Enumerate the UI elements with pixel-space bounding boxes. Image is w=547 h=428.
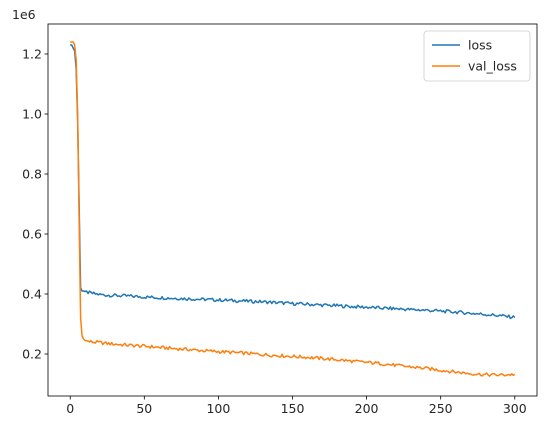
y-tick-label: 0.4 — [22, 287, 42, 302]
x-tick-label: 250 — [429, 401, 453, 416]
y-tick-label: 0.6 — [22, 227, 42, 242]
x-axis: 0 50 100 150 200 250 300 — [66, 396, 527, 416]
y-tick-label: 0.8 — [22, 167, 42, 182]
series-line-val-loss — [70, 41, 516, 377]
x-tick-label: 150 — [281, 401, 305, 416]
plot-area — [48, 24, 537, 396]
legend-box — [423, 30, 531, 82]
y-tick-label: 1.2 — [22, 47, 42, 62]
y-tick-label: 1.0 — [22, 107, 42, 122]
x-tick-label: 100 — [206, 401, 230, 416]
legend-label-val-loss: val_loss — [468, 59, 517, 74]
y-tick-label: 0.2 — [22, 347, 42, 362]
x-tick-label: 300 — [503, 401, 527, 416]
series-line-loss — [70, 44, 516, 320]
x-tick-label: 0 — [66, 401, 74, 416]
x-tick-label: 50 — [136, 401, 152, 416]
y-axis: 0.2 0.4 0.6 0.8 1.0 1.2 — [22, 47, 48, 362]
y-offset-text: 1e6 — [12, 7, 36, 22]
legend: loss val_loss — [423, 30, 531, 82]
legend-label-loss: loss — [468, 38, 492, 53]
series-layer — [70, 41, 516, 377]
x-tick-label: 200 — [355, 401, 379, 416]
